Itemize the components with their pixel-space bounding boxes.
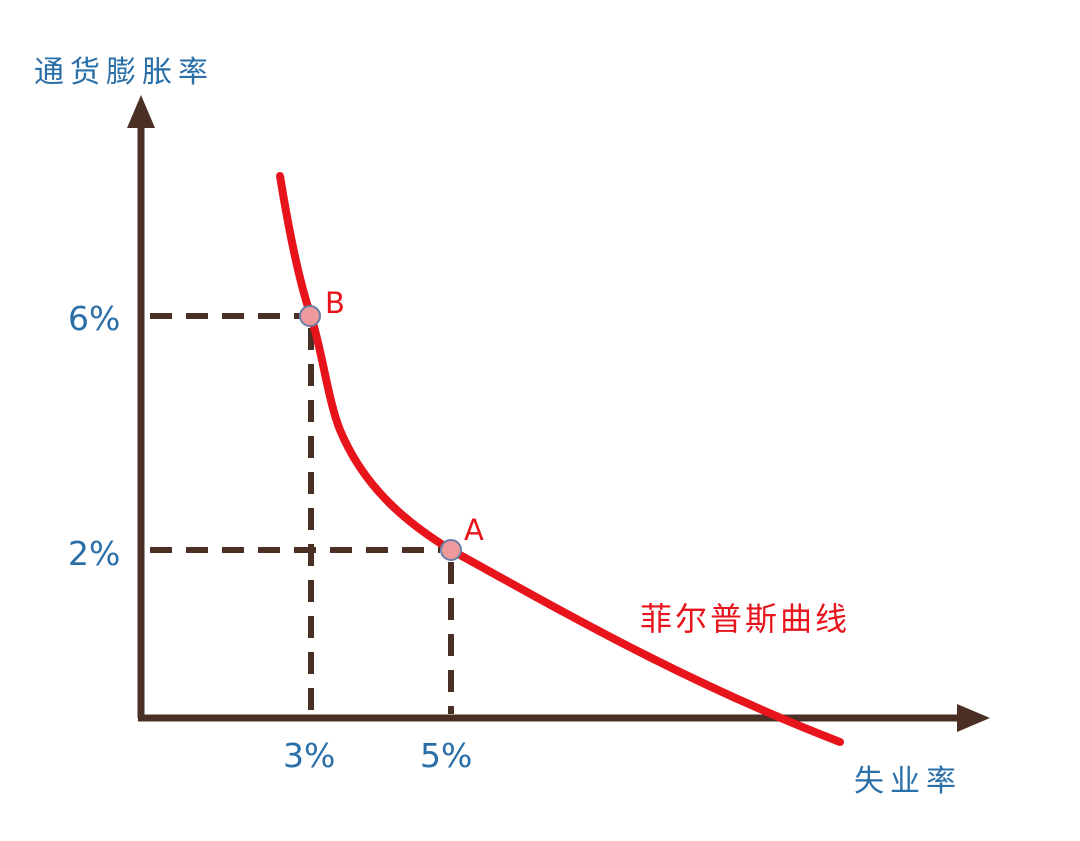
x-tick-3: 3%	[283, 736, 335, 775]
point-b-marker	[299, 305, 321, 327]
y-tick-6: 6%	[68, 299, 120, 338]
phillips-curve	[276, 172, 844, 746]
point-a-label: A	[464, 513, 484, 547]
y-axis-title: 通货膨胀率	[34, 55, 214, 90]
point-a-marker	[440, 539, 462, 561]
curve-label: 菲尔普斯曲线	[640, 600, 850, 638]
y-axis-arrow	[127, 95, 155, 128]
point-b-label: B	[325, 286, 345, 320]
y-tick-2: 2%	[68, 534, 120, 573]
x-tick-5: 5%	[420, 736, 472, 775]
x-axis-title: 失业率	[854, 764, 962, 799]
x-axis-arrow	[957, 704, 990, 732]
